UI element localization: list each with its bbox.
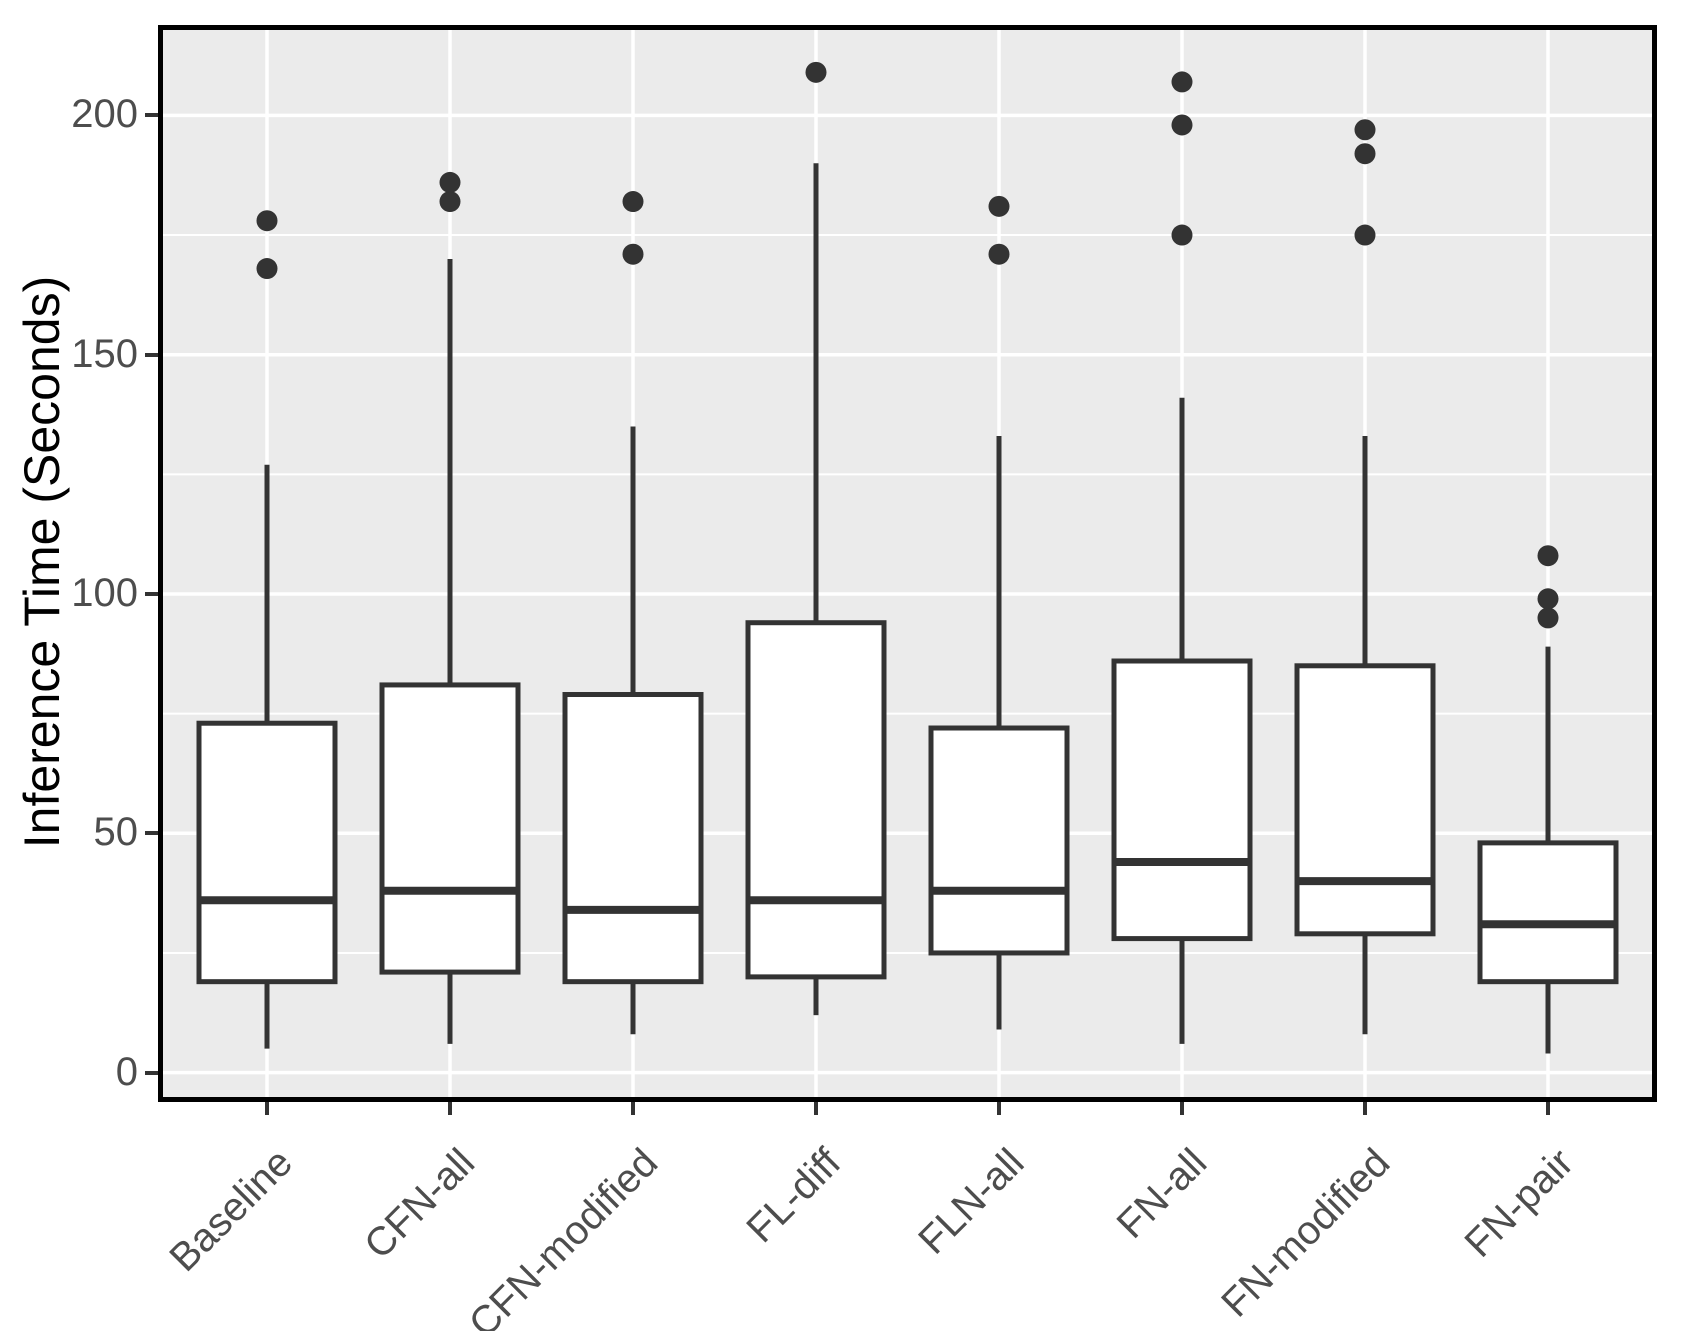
- x-category-label-CFN-modified: CFN-modified: [460, 1140, 667, 1331]
- outlier-point-FN-pair: [1537, 588, 1559, 610]
- x-tick-mark: [265, 1102, 269, 1115]
- y-tick-label: 200: [71, 92, 138, 137]
- outlier-point-FN-pair: [1537, 607, 1559, 629]
- x-tick-mark: [1180, 1102, 1184, 1115]
- outlier-point-FN-modified: [1354, 224, 1376, 246]
- outlier-point-FLN-all: [988, 243, 1010, 265]
- outlier-point-FN-modified: [1354, 119, 1376, 141]
- outlier-point-FN-all: [1171, 114, 1193, 136]
- box-FN-pair: [1477, 840, 1619, 985]
- x-tick-mark: [997, 1102, 1001, 1115]
- plot-panel: [158, 25, 1657, 1102]
- x-category-label-CFN-all: CFN-all: [356, 1140, 484, 1268]
- x-category-label-FLN-all: FLN-all: [910, 1140, 1033, 1263]
- y-tick-mark: [145, 352, 158, 357]
- x-tick-mark: [1363, 1102, 1367, 1115]
- x-tick-mark: [631, 1102, 635, 1115]
- outlier-point-CFN-all: [439, 191, 461, 213]
- x-tick-mark: [448, 1102, 452, 1115]
- outlier-point-FN-all: [1171, 71, 1193, 93]
- box-FN-modified: [1294, 663, 1436, 937]
- outlier-point-CFN-modified: [622, 243, 644, 265]
- box-FLN-all: [928, 725, 1070, 956]
- panel-border: [158, 25, 1657, 1102]
- x-tick-mark: [1546, 1102, 1550, 1115]
- y-tick-label: 0: [115, 1049, 138, 1094]
- y-tick-mark: [145, 831, 158, 836]
- x-category-label-Baseline: Baseline: [160, 1140, 301, 1281]
- y-tick-mark: [145, 113, 158, 118]
- x-category-label-FN-all: FN-all: [1109, 1140, 1216, 1247]
- y-tick-label: 150: [71, 331, 138, 376]
- outlier-point-FN-pair: [1537, 545, 1559, 567]
- box-FL-diff: [745, 620, 887, 980]
- box-CFN-modified: [562, 692, 704, 985]
- outlier-point-FL-diff: [805, 61, 827, 83]
- outlier-point-CFN-all: [439, 171, 461, 193]
- outlier-point-FLN-all: [988, 195, 1010, 217]
- y-tick-mark: [145, 592, 158, 596]
- x-category-label-FL-diff: FL-diff: [738, 1140, 850, 1252]
- y-tick-mark: [145, 1070, 158, 1075]
- y-tick-label: 50: [93, 810, 139, 855]
- x-category-label-FN-modified: FN-modified: [1213, 1140, 1399, 1326]
- x-category-label-FN-pair: FN-pair: [1456, 1140, 1582, 1266]
- outlier-point-FN-all: [1171, 224, 1193, 246]
- box-FN-all: [1111, 658, 1253, 942]
- outlier-point-CFN-modified: [622, 191, 644, 213]
- box-CFN-all: [379, 682, 521, 975]
- box-Baseline: [196, 720, 338, 985]
- outlier-point-Baseline: [256, 258, 278, 280]
- y-tick-label: 100: [71, 571, 138, 616]
- outlier-point-FN-modified: [1354, 143, 1376, 165]
- outlier-point-Baseline: [256, 210, 278, 232]
- x-tick-mark: [814, 1102, 818, 1115]
